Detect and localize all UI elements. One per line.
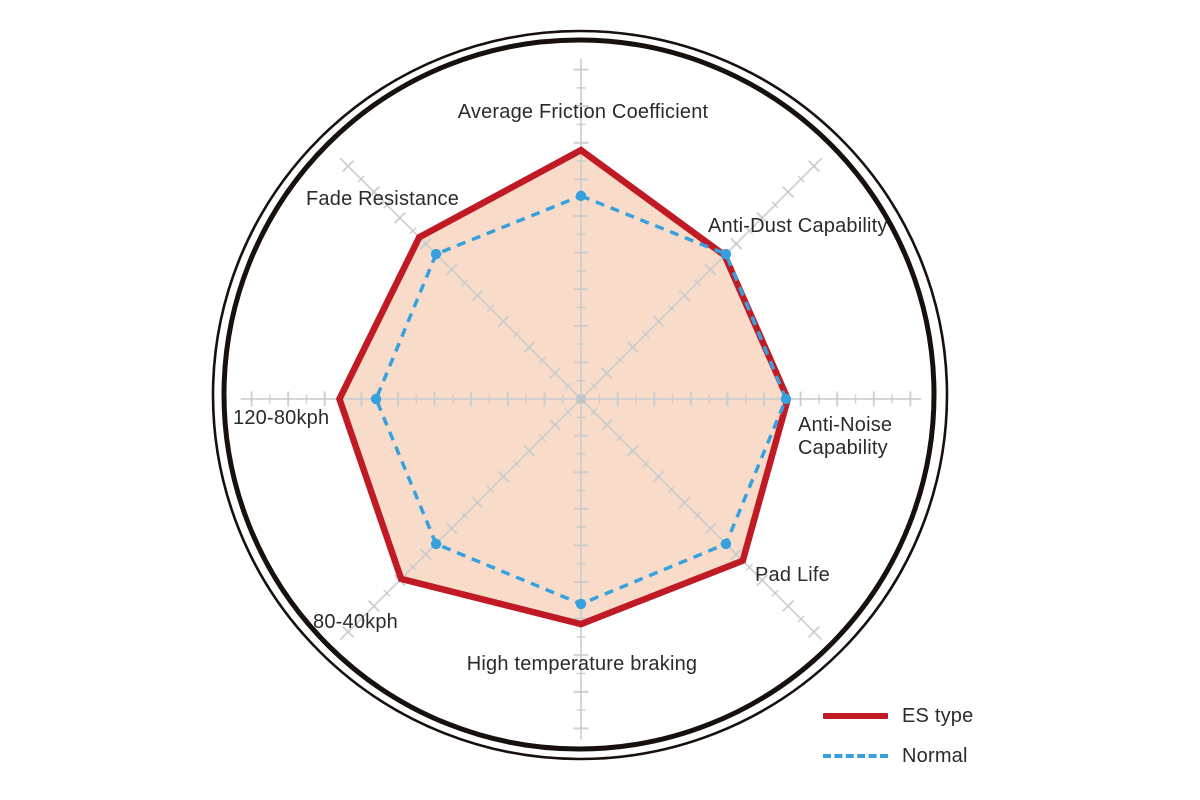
axis-label-anti-noise-capability: Anti-Noise Capability <box>798 414 893 459</box>
axis-label-120-80kph: 120-80kph <box>233 407 330 429</box>
axis-label-high-temperature-braking: High temperature braking <box>466 653 698 675</box>
legend-label-normal: Normal <box>902 744 968 767</box>
legend: ES type Normal <box>823 700 1043 780</box>
es-type-line-swatch <box>823 713 888 719</box>
axis-label-average-friction-coefficient: Average Friction Coefficient <box>457 101 709 123</box>
axis-label-pad-life: Pad Life <box>755 564 830 586</box>
legend-label-es-type: ES type <box>902 704 974 727</box>
axis-label-anti-dust-capability: Anti-Dust Capability <box>708 215 888 237</box>
axis-label-80-40kph: 80-40kph <box>313 611 398 633</box>
legend-item-es-type: ES type <box>823 704 973 728</box>
normal-line-swatch <box>823 754 888 758</box>
legend-item-normal: Normal <box>823 744 968 768</box>
axis-label-fade-resistance: Fade Resistance <box>306 188 460 210</box>
